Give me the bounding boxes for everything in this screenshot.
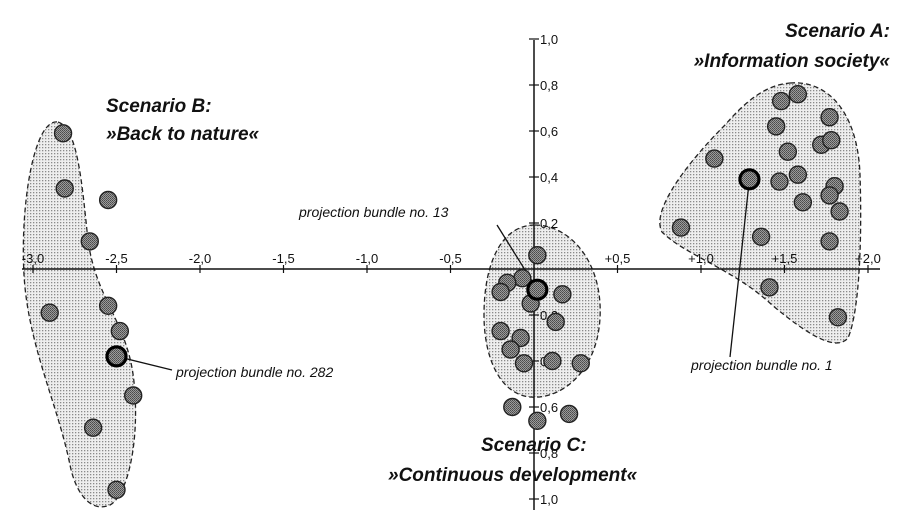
scenario-c-point — [501, 340, 520, 359]
scenario-b-point — [107, 480, 126, 499]
scenario-c-point — [543, 351, 562, 371]
scenario-b-point — [53, 124, 73, 143]
scenario-a-point — [705, 149, 724, 168]
scenario-b-point — [123, 386, 143, 405]
scenario-b-point — [110, 321, 130, 341]
scenario-a-point — [778, 142, 798, 161]
scenario-c-point — [491, 282, 510, 302]
scenario-c-point — [514, 354, 534, 373]
leader-line-bundle-1 — [729, 179, 751, 358]
scenario-a-point — [830, 202, 849, 221]
x-tick-label: +2,0 — [855, 251, 881, 266]
y-tick-label: 1,0 — [540, 32, 558, 47]
scenario-a-point — [820, 107, 839, 127]
scenario-b-point — [55, 179, 74, 198]
x-tick-label: -2,5 — [105, 251, 127, 266]
y-tick-label: 1,0 — [540, 492, 558, 507]
scenario-a-point — [771, 91, 791, 111]
scenario-b-region — [22, 121, 137, 508]
y-tick-label: 0,6 — [540, 124, 558, 139]
scenario-b-title: Scenario B: — [106, 96, 212, 117]
scenario-a-point — [820, 232, 839, 251]
scenario-b-point — [40, 303, 59, 322]
scenario-a-point — [788, 84, 808, 104]
scenario-b-subtitle: »Back to nature« — [106, 124, 260, 145]
scenario-a-point — [820, 186, 839, 205]
scenario-a-point — [793, 193, 813, 212]
y-tick-label: 0,2 — [540, 216, 558, 231]
scenario-c-point — [553, 285, 572, 304]
scenario-a-point — [766, 117, 786, 136]
x-tick-label: -1,5 — [272, 251, 294, 266]
annotation-bundle-13: projection bundle no. 13 — [298, 204, 449, 220]
scenario-b-point — [98, 190, 118, 210]
scenario-b-point — [80, 232, 99, 251]
x-tick-label: +1,5 — [772, 251, 798, 266]
y-tick-label: 0,8 — [540, 446, 558, 461]
x-tick-label: -2,0 — [189, 251, 211, 266]
scenario-a-point — [671, 218, 691, 237]
scenario-a-title: Scenario A: — [785, 21, 890, 42]
scenario-c-point — [511, 328, 530, 348]
annotation-bundle-282: projection bundle no. 282 — [175, 364, 333, 380]
scenario-a-point — [770, 172, 789, 191]
scenario-b-point — [98, 296, 118, 315]
scenario-c-point — [546, 312, 565, 332]
highlight-point-bundle-13 — [526, 278, 549, 301]
annotation-bundle-1: projection bundle no. 1 — [690, 357, 833, 373]
x-tick-label: -3,0 — [22, 251, 44, 266]
scenario-a-point — [751, 227, 771, 247]
highlight-point-bundle-1 — [738, 168, 761, 191]
y-tick-label: 0,8 — [540, 78, 558, 93]
x-tick-label: -0,5 — [439, 251, 461, 266]
scenario-c-point — [528, 245, 547, 265]
scenario-a-point — [788, 165, 808, 184]
scenario-a-region — [659, 82, 862, 344]
x-tick-label: -1,0 — [356, 251, 378, 266]
scenario-c-point — [503, 397, 522, 417]
scenario-c-subtitle: »Continuous development« — [388, 465, 638, 486]
scenario-c-point — [571, 354, 590, 373]
y-tick-label: 0,6 — [540, 400, 558, 415]
scenario-c-point — [528, 411, 547, 430]
scenario-b-point — [83, 418, 103, 437]
scenario-a-point — [828, 308, 848, 327]
x-tick-label: +0,5 — [605, 251, 631, 266]
highlight-point-bundle-282 — [105, 345, 128, 368]
x-tick-label: +1,0 — [688, 251, 714, 266]
scenario-c-title: Scenario C: — [481, 435, 587, 456]
scenario-c-point — [559, 404, 579, 424]
scenario-a-subtitle: »Information society« — [694, 51, 891, 72]
y-tick-label: 0,4 — [540, 170, 558, 185]
scenario-a-point — [822, 130, 841, 150]
scenario-c-point — [491, 321, 510, 341]
scenario-a-point — [760, 278, 779, 297]
